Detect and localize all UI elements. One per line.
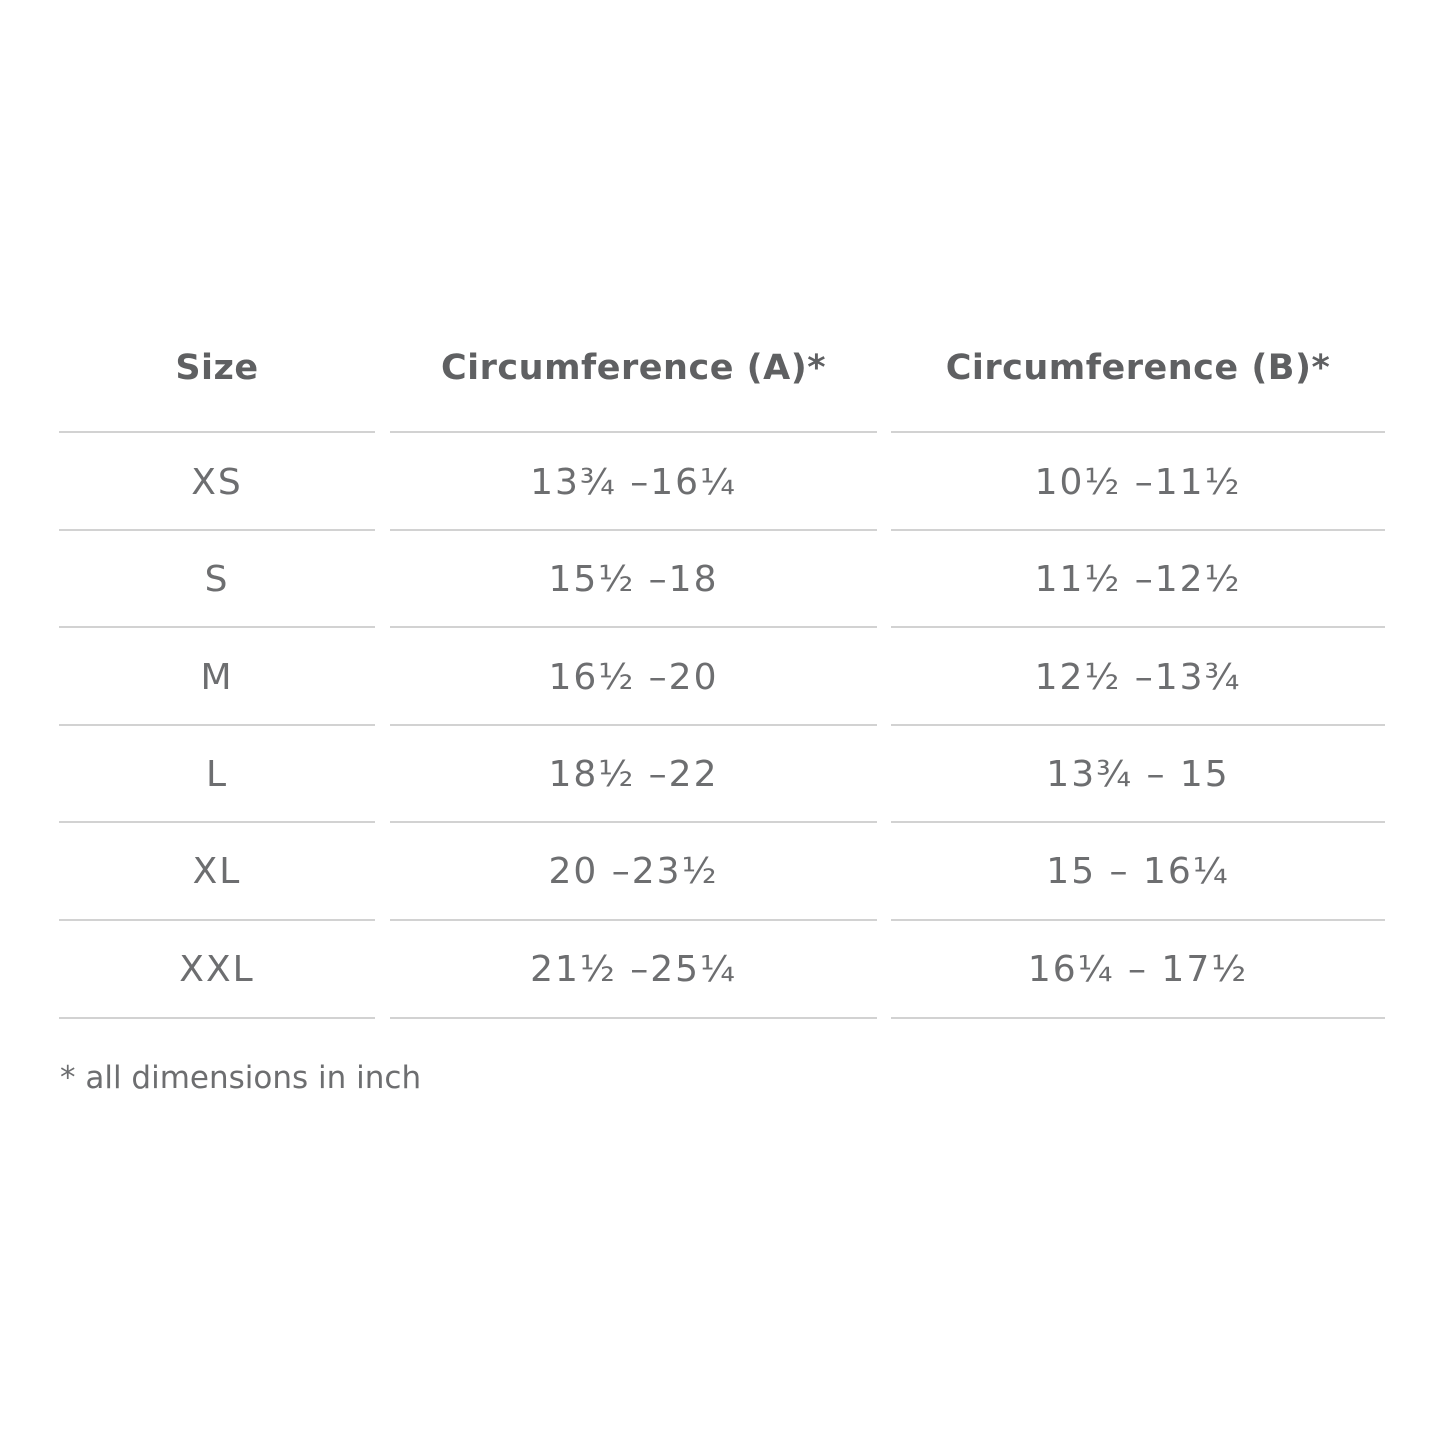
row-divider — [59, 919, 375, 921]
table-cell: S — [204, 559, 230, 600]
row-divider — [891, 724, 1385, 726]
row-divider — [59, 431, 375, 433]
row-divider — [59, 529, 375, 531]
row-divider — [390, 626, 877, 628]
table-cell: 11½ –12½ — [1034, 559, 1242, 600]
footnote: * all dimensions in inch — [60, 1060, 422, 1096]
table-cell: 21½ –25¼ — [530, 949, 737, 990]
table-cell: 15½ –18 — [548, 559, 719, 600]
row-divider — [891, 1017, 1385, 1019]
row-divider — [390, 821, 877, 823]
table-cell: 10½ –11½ — [1034, 462, 1242, 503]
row-divider — [59, 626, 375, 628]
table-cell: XS — [191, 462, 243, 503]
row-divider — [59, 1017, 375, 1019]
table-cell: L — [205, 754, 229, 795]
row-divider — [390, 529, 877, 531]
row-divider — [891, 431, 1385, 433]
table-cell: 15 – 16¼ — [1046, 851, 1230, 892]
row-divider — [390, 919, 877, 921]
row-divider — [891, 626, 1385, 628]
column-header: Size — [175, 348, 259, 388]
table-cell: 13¾ –16¼ — [530, 462, 737, 503]
table-cell: 16½ –20 — [548, 657, 719, 698]
table-cell: 16¼ – 17½ — [1027, 949, 1249, 990]
table-cell: 18½ –22 — [548, 754, 719, 795]
table-cell: 12½ –13¾ — [1034, 657, 1242, 698]
row-divider — [59, 821, 375, 823]
table-cell: 20 –23½ — [548, 851, 719, 892]
column-header: Circumference (A)* — [440, 348, 826, 388]
row-divider — [891, 821, 1385, 823]
table-cell: M — [200, 657, 234, 698]
row-divider — [891, 919, 1385, 921]
table-cell: XXL — [179, 949, 255, 990]
row-divider — [390, 431, 877, 433]
row-divider — [59, 724, 375, 726]
table-cell: 13¾ – 15 — [1046, 754, 1230, 795]
table-cell: XL — [192, 851, 242, 892]
column-header: Circumference (B)* — [945, 348, 1331, 388]
row-divider — [390, 724, 877, 726]
row-divider — [390, 1017, 877, 1019]
row-divider — [891, 529, 1385, 531]
